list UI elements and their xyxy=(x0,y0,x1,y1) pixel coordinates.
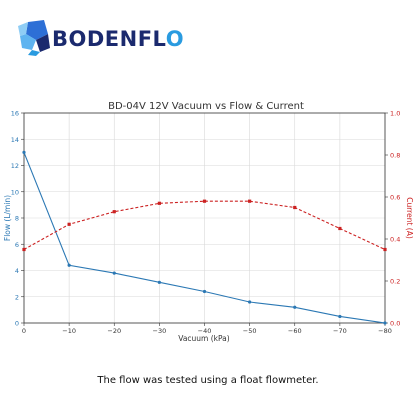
left-axis-label: Flow (L/min) xyxy=(3,195,12,241)
x-tick-label: −40 xyxy=(198,327,212,335)
flow-data-point xyxy=(22,150,26,154)
x-axis-ticks: 0 −10 −20 −30 −40 −50 −60 −70 −80 xyxy=(22,323,392,335)
x-axis-label: Vacuum (kPa) xyxy=(178,334,230,343)
right-tick-label: 0.2 xyxy=(390,278,400,286)
left-tick-label: 0 xyxy=(15,320,19,328)
left-axis-ticks: 0 2 4 6 8 10 12 14 16 xyxy=(11,110,24,328)
current-data-point xyxy=(293,205,297,210)
x-tick-label: −80 xyxy=(378,327,392,335)
current-data-point xyxy=(338,226,342,231)
current-data-point xyxy=(67,222,71,226)
current-series-line xyxy=(23,200,386,250)
left-tick-label: 16 xyxy=(11,110,19,118)
current-data-point xyxy=(248,199,252,203)
brand-logo: BODENFLO xyxy=(14,18,184,62)
brand-name-accent-letter: O xyxy=(165,27,185,51)
flow-data-point xyxy=(157,280,161,284)
brand-name: BODENFLO xyxy=(52,27,184,51)
current-data-point xyxy=(22,247,26,252)
left-tick-label: 14 xyxy=(11,136,19,144)
caption-text: The flow was tested using a float flowme… xyxy=(97,375,319,386)
right-axis-ticks: 0.0 0.2 0.4 0.6 0.8 1.0 xyxy=(385,110,400,328)
x-tick-label: −10 xyxy=(62,327,76,335)
right-tick-label: 0.0 xyxy=(390,320,400,328)
x-tick-label: −60 xyxy=(288,327,302,335)
x-tick-label: 0 xyxy=(22,327,26,335)
flow-data-point xyxy=(293,305,297,309)
current-data-point xyxy=(202,199,207,203)
left-tick-label: 2 xyxy=(15,293,19,301)
left-tick-label: 6 xyxy=(15,241,19,249)
x-tick-label: −70 xyxy=(333,327,347,335)
flow-data-point xyxy=(202,289,207,294)
right-tick-label: 1.0 xyxy=(390,110,400,118)
right-tick-label: 0.8 xyxy=(390,152,400,160)
left-tick-label: 10 xyxy=(11,188,19,196)
current-data-point xyxy=(383,247,387,252)
right-tick-label: 0.4 xyxy=(390,236,400,244)
bodenflo-logo-icon xyxy=(18,20,50,56)
x-tick-label: −20 xyxy=(107,327,121,335)
brand-name-text: BODENFLO xyxy=(52,27,185,51)
flow-data-point xyxy=(383,321,387,325)
left-tick-label: 8 xyxy=(15,215,19,223)
chart-title: BD-04V 12V Vacuum vs Flow & Current xyxy=(108,101,304,112)
x-tick-label: −50 xyxy=(243,327,257,335)
chart-series xyxy=(22,150,387,325)
x-tick-label: −30 xyxy=(153,327,167,335)
flow-data-point xyxy=(112,271,116,275)
current-data-point xyxy=(112,210,116,214)
vacuum-flow-current-chart: BD-04V 12V Vacuum vs Flow & Current 0 2 4 6… xyxy=(3,101,414,343)
right-axis-label: Current (A) xyxy=(405,197,414,239)
right-tick-label: 0.6 xyxy=(390,194,400,202)
current-data-point xyxy=(157,201,161,205)
flow-data-point xyxy=(248,300,252,304)
flow-data-point xyxy=(67,263,71,267)
left-tick-label: 12 xyxy=(11,162,19,170)
flow-data-point xyxy=(338,314,342,319)
left-tick-label: 4 xyxy=(15,267,19,275)
